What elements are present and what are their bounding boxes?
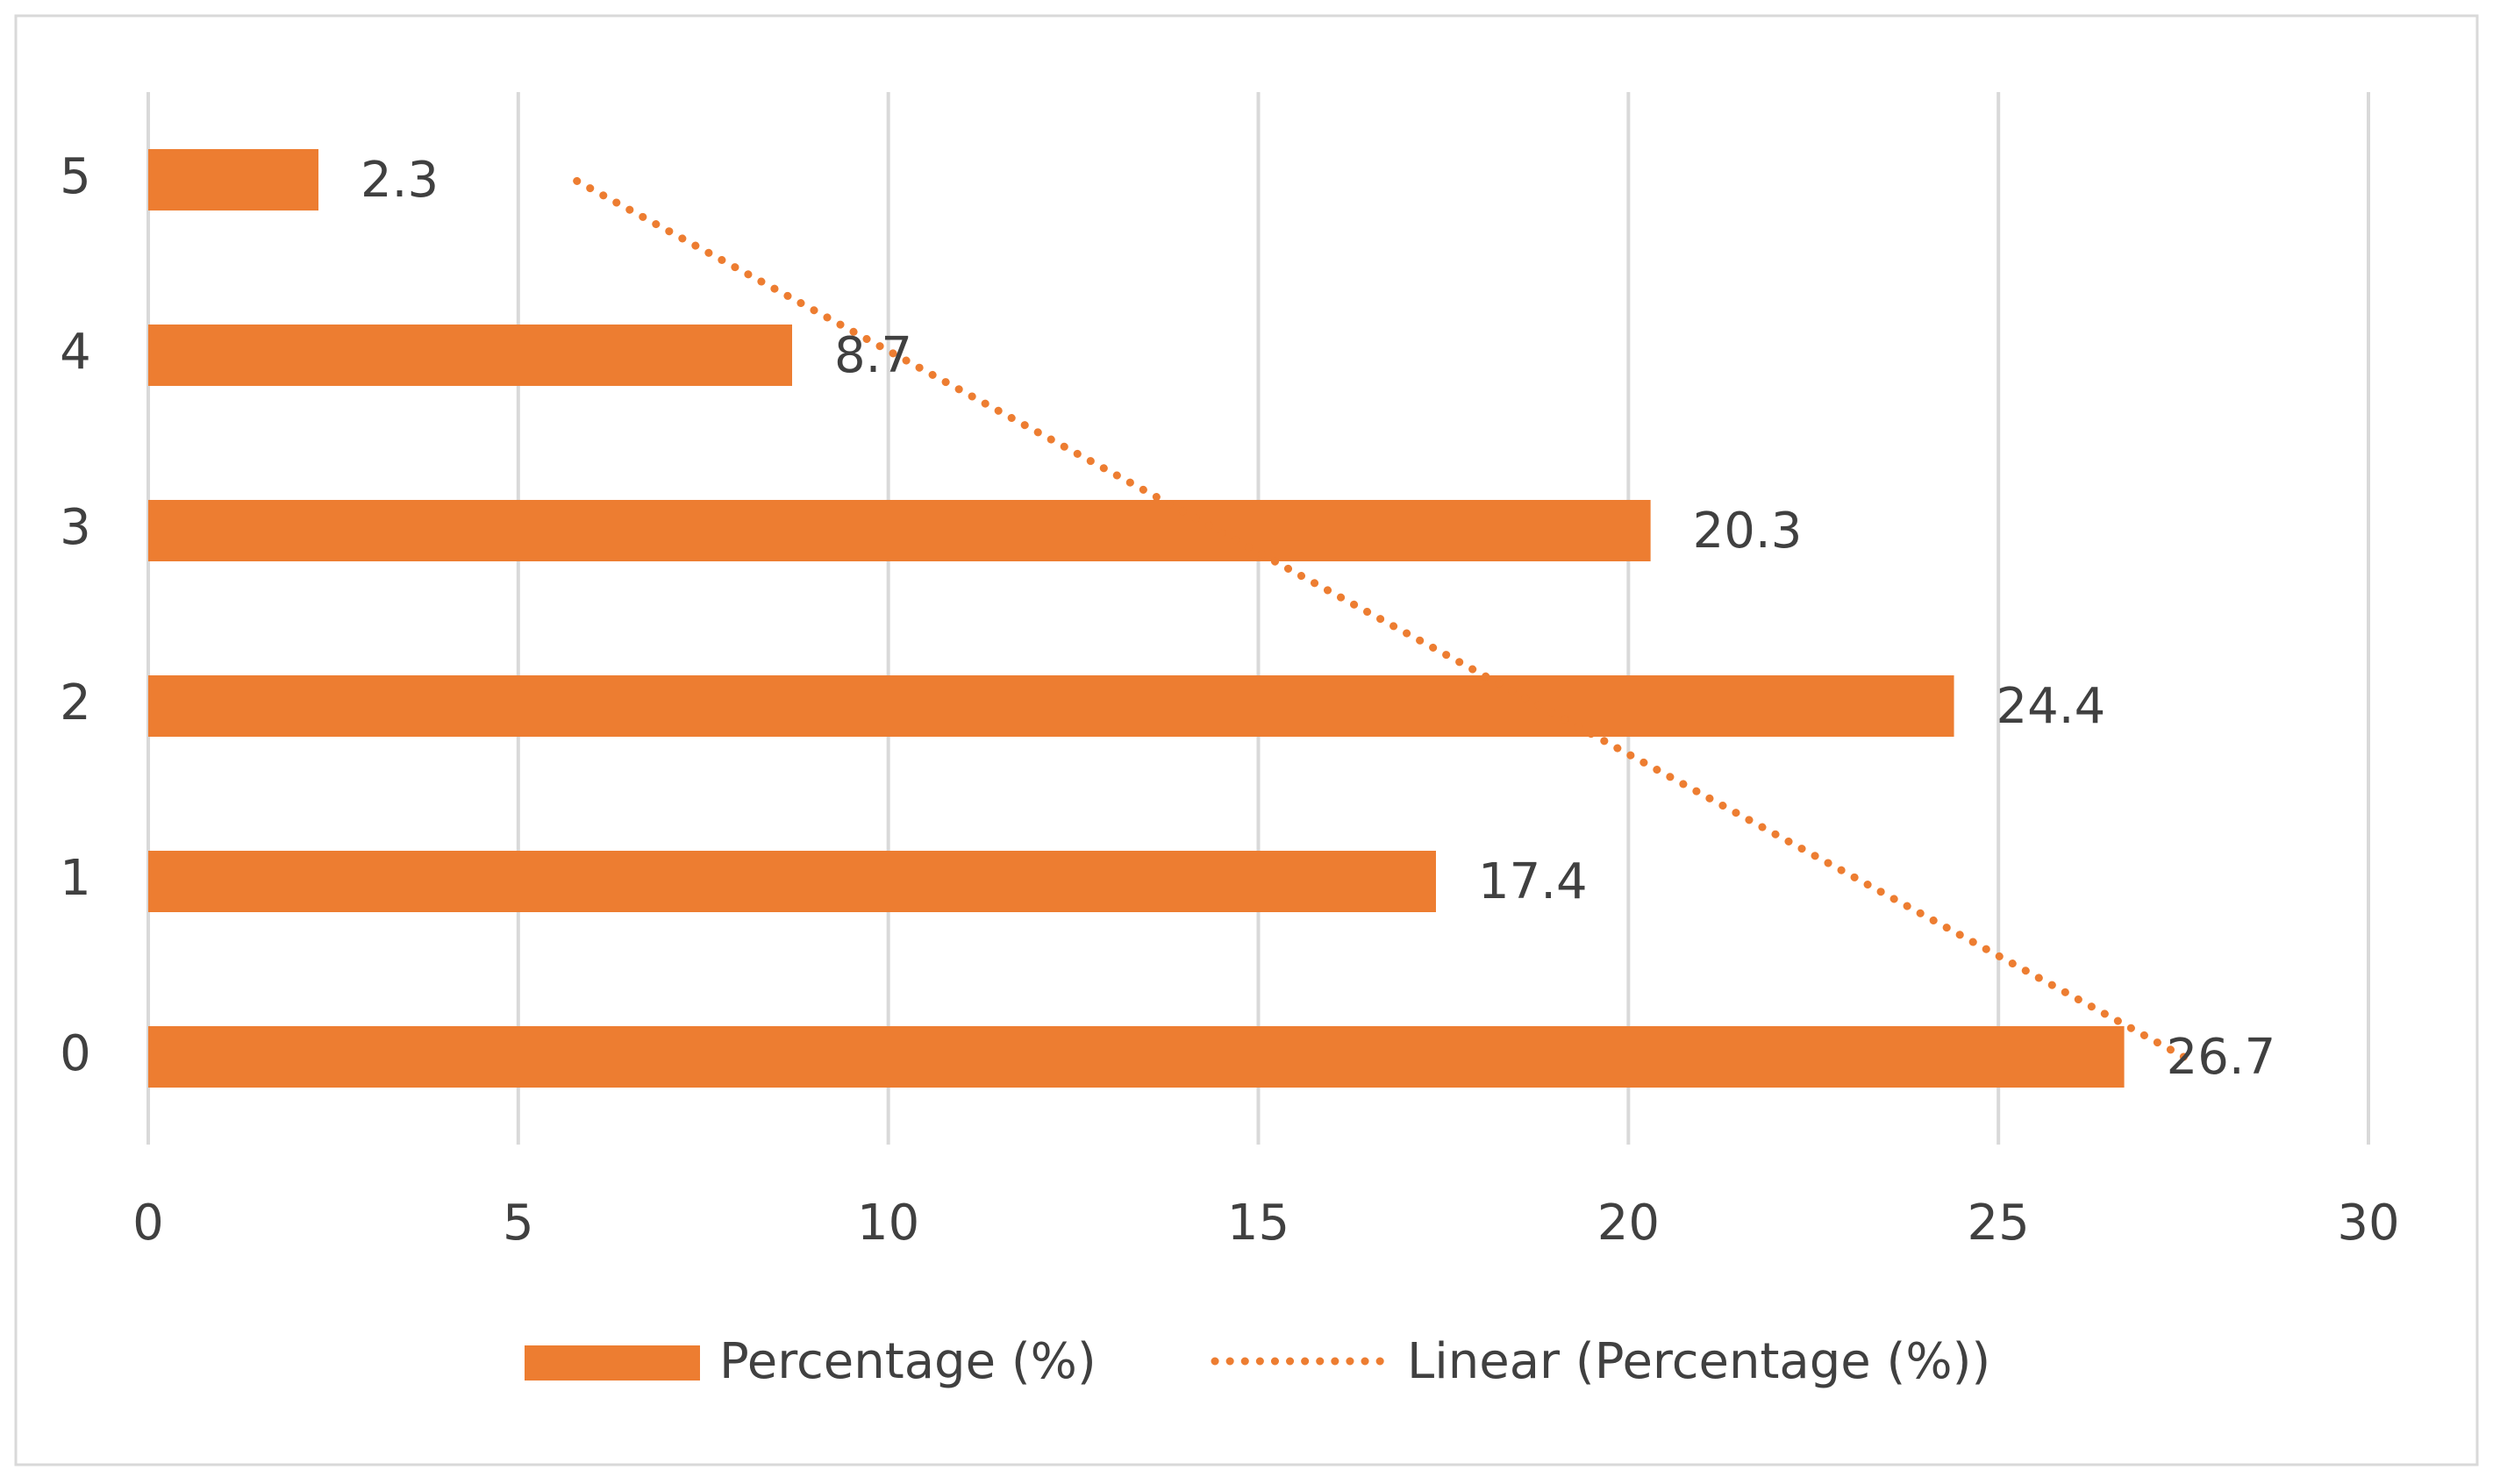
data-label: 24.4 — [1997, 678, 2106, 735]
legend-label: Linear (Percentage (%)) — [1407, 1333, 1990, 1390]
data-label: 2.3 — [361, 152, 439, 209]
trendline — [570, 175, 2188, 1061]
bar — [148, 325, 792, 386]
data-label: 8.7 — [834, 327, 912, 384]
bar — [148, 149, 319, 210]
legend-label: Percentage (%) — [719, 1333, 1096, 1390]
bar — [148, 500, 1651, 561]
bar — [148, 675, 1954, 737]
data-label: 20.3 — [1693, 503, 1803, 560]
x-tick-label: 0 — [132, 1195, 164, 1252]
x-tick-label: 20 — [1597, 1195, 1660, 1252]
x-tick-label: 15 — [1227, 1195, 1289, 1252]
x-tick-label: 5 — [503, 1195, 534, 1252]
bar — [148, 1026, 2125, 1088]
y-tick-label: 1 — [60, 850, 91, 907]
y-tick-label: 5 — [60, 148, 91, 205]
bar — [148, 851, 1436, 912]
x-tick-label: 10 — [857, 1195, 919, 1252]
x-tick-label: 30 — [2337, 1195, 2399, 1252]
x-tick-label: 25 — [1968, 1195, 2030, 1252]
data-label: 26.7 — [2167, 1029, 2276, 1086]
y-tick-label: 3 — [60, 499, 91, 556]
y-tick-label: 4 — [60, 324, 91, 381]
y-tick-label: 0 — [60, 1025, 91, 1082]
data-label: 17.4 — [1478, 853, 1588, 910]
y-tick-label: 2 — [60, 674, 91, 731]
legend-swatch — [525, 1345, 700, 1381]
chart-frame — [14, 14, 2479, 1466]
